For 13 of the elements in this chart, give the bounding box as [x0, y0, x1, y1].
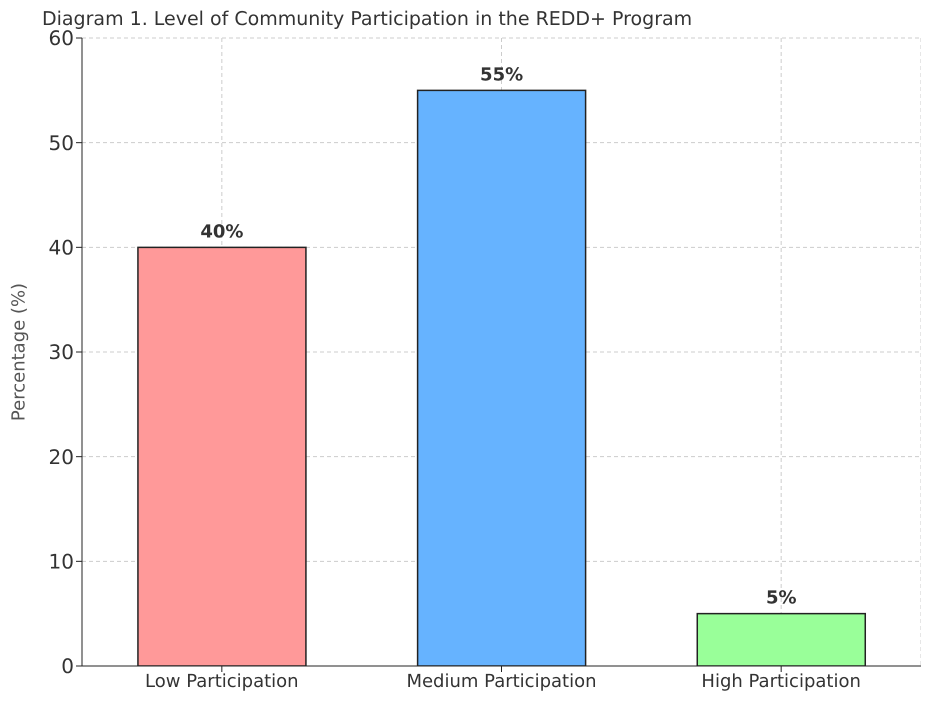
- data-label: 40%: [200, 221, 244, 242]
- y-tick-label: 30: [48, 340, 74, 364]
- y-axis-title: Percentage (%): [8, 282, 30, 422]
- x-tick-label: High Participation: [701, 670, 861, 692]
- y-tick-label: 50: [48, 130, 74, 155]
- x-tick-label: Low Participation: [145, 670, 299, 692]
- x-tick-label: Medium Participation: [406, 670, 597, 692]
- y-tick-label: 20: [48, 444, 74, 469]
- y-tick-label: 0: [61, 654, 74, 678]
- data-label: 55%: [480, 64, 524, 86]
- data-label: 5%: [766, 588, 797, 609]
- y-tick-label: 10: [48, 549, 74, 574]
- y-tick-label: 40: [48, 235, 74, 260]
